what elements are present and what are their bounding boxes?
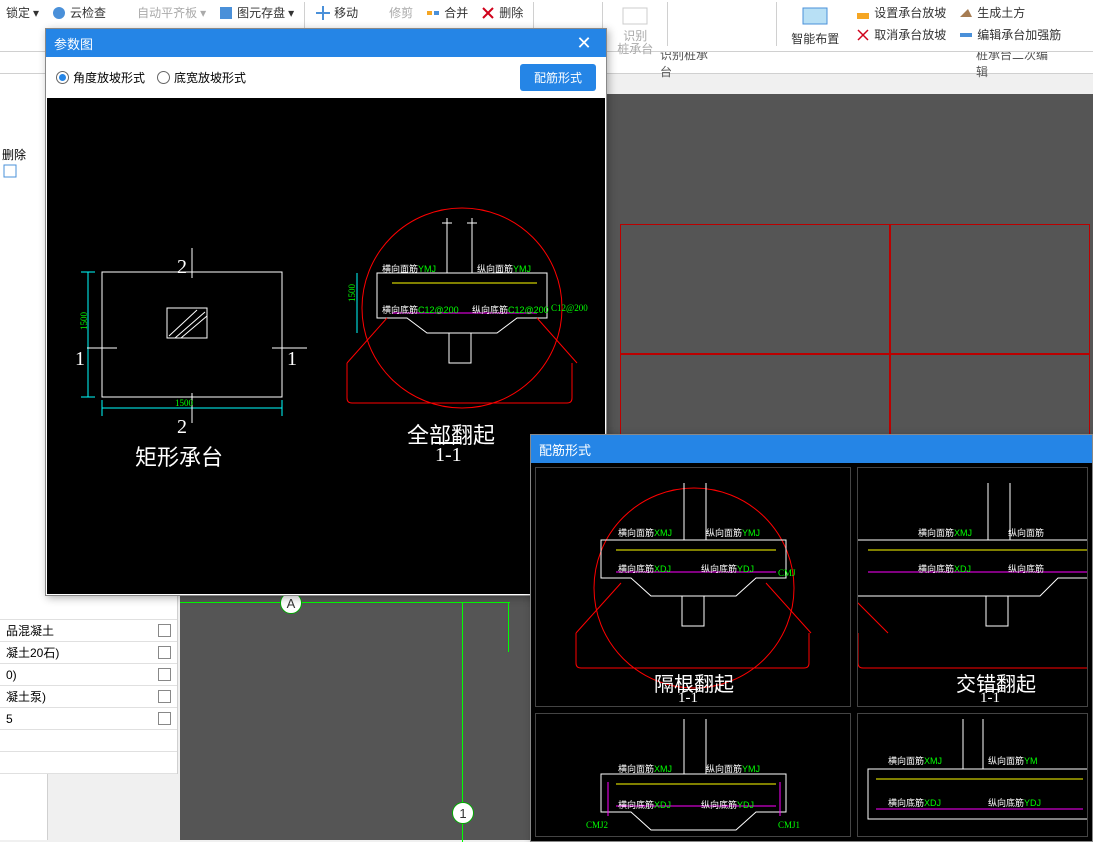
delete[interactable]: 删除 <box>474 2 529 23</box>
sec-dim: 1500 <box>347 284 357 302</box>
rebar-form-button[interactable]: 配筋形式 <box>520 64 596 91</box>
cloud-check[interactable]: 云检查 <box>45 2 112 23</box>
pattern-cell[interactable]: 横向面筋XMJ 纵向面筋YMJ 横向底筋XDJ 纵向底筋YDJ CMJ 隔根翻起… <box>535 467 851 707</box>
set-slope[interactable]: 设置承台放坡 <box>849 2 952 23</box>
pattern-cell[interactable]: 横向面筋XMJ 纵向面筋YM 横向底筋XDJ 纵向底筋YDJ <box>857 713 1088 837</box>
lock-item[interactable]: 锁定 ▾ <box>0 2 45 23</box>
recog-pile[interactable]: 识别桩承台 <box>607 2 663 58</box>
param-dialog: 参数图 ✕ 角度放坡形式 底宽放坡形式 配筋形式 <box>45 28 607 596</box>
radio-angle[interactable]: 角度放坡形式 <box>56 69 145 86</box>
close-icon[interactable]: ✕ <box>570 29 598 57</box>
table-row[interactable] <box>0 752 177 774</box>
hxmj: 横向面筋YMJ <box>382 262 436 275</box>
mark-2b: 2 <box>177 416 187 439</box>
rect-label: 矩形承台 <box>135 440 223 472</box>
table-row[interactable]: 0) <box>0 664 177 686</box>
cancel-slope[interactable]: 取消承台放坡 <box>849 24 952 45</box>
mark-2: 2 <box>177 256 187 279</box>
auto-level[interactable]: 自动平齐板 ▾ <box>112 2 212 23</box>
option-row: 角度放坡形式 底宽放坡形式 配筋形式 <box>46 57 606 97</box>
smart-layout[interactable]: 智能布置 <box>781 2 849 49</box>
recog-group: 识别桩承台 <box>607 2 663 50</box>
dialog2-header[interactable]: 配筋形式 <box>531 435 1092 463</box>
mark-1b: 1 <box>287 348 297 371</box>
table-row[interactable]: 5 <box>0 708 177 730</box>
dialog2-title: 配筋形式 <box>539 440 591 459</box>
rebar-dialog: 配筋形式 横向面筋XMJ 纵向面筋YMJ 横向底筋XDJ <box>530 434 1093 842</box>
section-sub: 1-1 <box>435 444 462 467</box>
dialog-header[interactable]: 参数图 ✕ <box>46 29 606 57</box>
table-row[interactable]: 凝土泵) <box>0 686 177 708</box>
table-row[interactable]: 凝土20石) <box>0 642 177 664</box>
edit-group: 智能布置 设置承台放坡 取消承台放坡 生成土方 编辑承台加强筋 <box>781 2 1067 50</box>
dim-h: 1500 <box>79 312 89 330</box>
dialog-title-text: 参数图 <box>54 34 93 53</box>
axis-1: 1 <box>452 802 474 824</box>
dim-w: 1500 <box>175 398 193 408</box>
zxdj: 纵向底筋C12@200 <box>472 303 549 316</box>
pattern-cell[interactable]: 横向面筋XMJ 纵向面筋 横向底筋XDJ 纵向底筋 交错翻起 1-1 <box>857 467 1088 707</box>
pattern-cell[interactable]: 横向面筋XMJ 纵向面筋YMJ 横向底筋XDJ 纵向底筋YDJ CMJ2 CMJ… <box>535 713 851 837</box>
gen-earth[interactable]: 生成土方 <box>952 2 1067 23</box>
zxmj: 纵向面筋YMJ <box>477 262 531 275</box>
edit-rebar[interactable]: 编辑承台加强筋 <box>952 24 1067 45</box>
param-canvas[interactable]: 2 2 1 1 1500 1500 矩形承台 横向面筋YMJ 纵向面筋YMJ 横… <box>47 98 605 594</box>
merge[interactable]: 合并 <box>419 2 474 23</box>
c12r: C12@200 <box>551 303 588 313</box>
table-row[interactable] <box>0 730 177 752</box>
hxdj: 横向底筋C12@200 <box>382 303 459 316</box>
mark-1: 1 <box>75 348 85 371</box>
radio-width[interactable]: 底宽放坡形式 <box>157 69 246 86</box>
move[interactable]: 移动 <box>309 2 364 23</box>
trim[interactable]: 修剪 <box>364 2 419 23</box>
table-row[interactable]: 品混凝土 <box>0 620 177 642</box>
save-element[interactable]: 图元存盘 ▾ <box>212 2 300 23</box>
